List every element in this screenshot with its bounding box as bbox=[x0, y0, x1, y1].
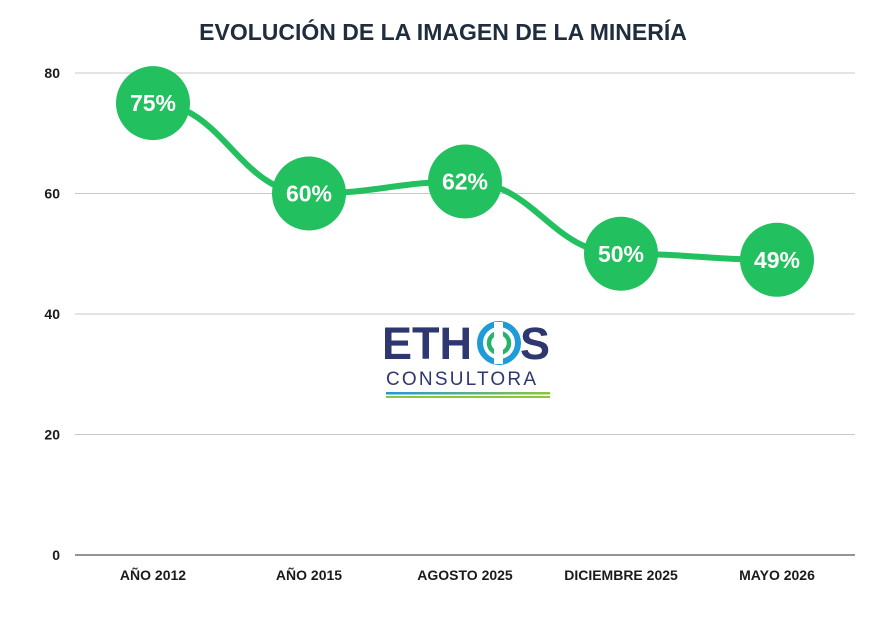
y-tick-label: 80 bbox=[44, 65, 60, 81]
data-label: 49% bbox=[754, 247, 800, 273]
data-point-marker bbox=[740, 222, 814, 297]
logo-name-part-2: S bbox=[520, 318, 550, 369]
x-tick-label: DICIEMBRE 2025 bbox=[564, 567, 678, 583]
logo-ring-gap bbox=[494, 322, 503, 364]
chart-title: EVOLUCIÓN DE LA IMAGEN DE LA MINERÍA bbox=[199, 18, 687, 45]
data-label: 50% bbox=[598, 241, 644, 267]
data-point-marker bbox=[428, 144, 502, 219]
x-tick-label: AÑO 2015 bbox=[276, 566, 342, 583]
x-tick-label: MAYO 2026 bbox=[739, 567, 815, 583]
data-point-marker bbox=[584, 216, 658, 291]
data-point-marker bbox=[116, 66, 190, 141]
x-tick-label: AGOSTO 2025 bbox=[417, 567, 513, 583]
logo-subtitle: CONSULTORA bbox=[386, 369, 538, 390]
logo-name-part-1: ETH bbox=[382, 318, 472, 369]
x-tick-label: AÑO 2012 bbox=[120, 566, 186, 583]
logo-name: ETH S bbox=[382, 318, 550, 369]
data-label: 60% bbox=[286, 181, 332, 207]
logo-stripe-2 bbox=[386, 396, 550, 398]
y-tick-label: 60 bbox=[44, 186, 60, 202]
y-tick-label: 0 bbox=[52, 547, 60, 563]
data-points: 75% 60% 62% 50% 49% bbox=[116, 66, 814, 297]
data-label: 75% bbox=[130, 90, 176, 116]
logo-stripe-1 bbox=[386, 392, 550, 395]
logo-ring-icon bbox=[477, 321, 521, 365]
y-axis-ticks: 0 20 40 60 80 bbox=[44, 65, 60, 563]
x-axis-ticks: AÑO 2012 AÑO 2015 AGOSTO 2025 DICIEMBRE 202… bbox=[120, 566, 815, 583]
y-tick-label: 20 bbox=[44, 427, 60, 443]
ethos-logo: ETH S CONSULTORA bbox=[382, 318, 550, 398]
y-tick-label: 40 bbox=[44, 306, 60, 322]
data-label: 62% bbox=[442, 168, 488, 194]
data-point-marker bbox=[272, 156, 346, 231]
